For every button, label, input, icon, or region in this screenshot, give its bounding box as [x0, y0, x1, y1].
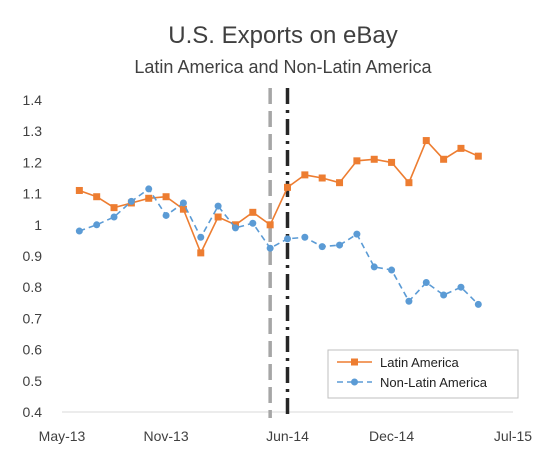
legend-label: Non-Latin America	[380, 375, 488, 390]
x-tick-label: May-13	[39, 428, 86, 444]
data-point	[370, 263, 378, 271]
legend-swatch-marker	[351, 358, 358, 366]
data-point	[93, 193, 101, 201]
data-point	[179, 205, 187, 213]
y-axis: 0.4 0.5 0.6 0.7 0.8 0.9 1 1.1 1.2 1.3 1.4	[23, 92, 43, 420]
data-point	[353, 230, 361, 238]
data-point	[284, 235, 291, 243]
data-point	[127, 197, 135, 205]
data-point	[75, 227, 83, 235]
y-tick-label: 1	[34, 217, 42, 233]
data-point	[336, 179, 344, 187]
legend-box	[327, 349, 519, 399]
data-point	[474, 152, 482, 160]
data-point	[162, 193, 170, 201]
data-point	[457, 144, 465, 152]
data-point	[197, 233, 205, 241]
data-point	[145, 194, 153, 202]
series-group	[75, 137, 482, 308]
y-tick-label: 0.7	[23, 310, 43, 326]
y-tick-label: 1.2	[23, 154, 43, 170]
data-point	[301, 233, 309, 241]
data-point	[301, 171, 309, 179]
data-point	[249, 219, 257, 227]
data-point	[370, 155, 378, 163]
data-point	[440, 291, 448, 299]
chart-title: U.S. Exports on eBay	[168, 22, 397, 49]
y-tick-label: 0.5	[23, 373, 43, 389]
y-tick-label: 0.8	[23, 279, 43, 295]
data-point	[231, 224, 239, 232]
data-point	[457, 283, 465, 291]
data-point	[405, 179, 413, 187]
data-point	[318, 174, 326, 182]
data-point	[474, 300, 482, 308]
data-point	[75, 186, 83, 194]
y-tick-label: 0.4	[23, 404, 43, 420]
legend-label: Latin America	[380, 355, 460, 370]
y-tick-label: 0.6	[23, 342, 43, 358]
y-tick-label: 1.4	[23, 92, 43, 108]
data-point	[422, 137, 430, 145]
reference-lines	[268, 88, 290, 418]
x-tick-label: Jun-14	[266, 428, 309, 444]
data-point	[284, 183, 291, 191]
data-point	[353, 157, 361, 165]
chart-subtitle: Latin America and Non-Latin America	[134, 57, 432, 77]
data-point	[93, 221, 101, 229]
data-point	[179, 199, 187, 207]
series-line	[79, 139, 479, 255]
data-point	[422, 279, 430, 287]
y-tick-label: 0.9	[23, 248, 43, 264]
data-point	[318, 243, 326, 251]
y-tick-label: 1.3	[23, 123, 43, 139]
data-point	[336, 241, 344, 249]
data-point	[110, 213, 118, 221]
data-point	[266, 221, 274, 229]
data-point	[214, 213, 222, 221]
x-tick-label: Dec-14	[369, 428, 414, 444]
y-tick-label: 1.1	[23, 186, 43, 202]
series-line	[79, 187, 479, 305]
data-point	[405, 297, 413, 305]
legend-swatch-marker	[351, 378, 358, 386]
data-point	[266, 244, 274, 252]
x-axis: May-13 Nov-13 Jun-14 Dec-14 Jul-15	[39, 428, 533, 444]
data-point	[110, 204, 118, 212]
legend: Latin America Non-Latin America	[327, 349, 519, 399]
x-tick-label: Nov-13	[144, 428, 189, 444]
data-point	[388, 266, 396, 274]
data-point	[197, 249, 205, 257]
data-point	[145, 185, 153, 193]
data-point	[440, 155, 448, 163]
x-tick-label: Jul-15	[494, 428, 532, 444]
data-point	[249, 208, 257, 216]
data-point	[162, 211, 170, 219]
data-point	[388, 158, 396, 166]
data-point	[214, 202, 222, 210]
